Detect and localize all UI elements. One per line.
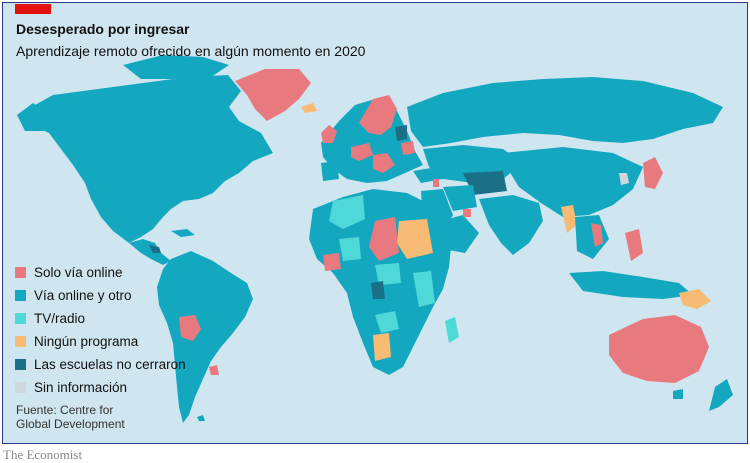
source-note: Fuente: Centre for Global Development <box>16 403 156 431</box>
greenland <box>235 69 311 121</box>
world-map <box>3 3 747 443</box>
indonesia <box>569 271 693 299</box>
central-africa-tv <box>375 263 401 285</box>
baffin-island <box>203 77 235 99</box>
balkans <box>373 153 395 173</box>
no-close-africa <box>371 281 385 299</box>
legend-swatch-schools-not-closed <box>15 359 26 370</box>
west-africa-tv <box>339 237 361 261</box>
legend-item: Sin información <box>15 376 186 399</box>
philippines <box>625 229 643 261</box>
legend-label: TV/radio <box>34 311 86 326</box>
iran <box>443 185 477 211</box>
chart-subtitle: Aprendizaje remoto ofrecido en algún mom… <box>16 43 366 59</box>
legend-label: Sin información <box>34 380 128 395</box>
north-america <box>17 75 273 243</box>
legend-swatch-online-and-other <box>15 290 26 301</box>
legend-item: TV/radio <box>15 307 186 330</box>
sudan <box>397 219 433 259</box>
central-europe <box>351 143 373 161</box>
legend-swatch-tv-radio <box>15 313 26 324</box>
australia <box>609 315 709 383</box>
tasmania <box>673 389 683 399</box>
papua <box>679 289 711 309</box>
vietnam <box>591 223 603 247</box>
uruguay <box>209 365 219 375</box>
south-asia <box>479 195 543 255</box>
korea-japan-gray <box>619 173 629 185</box>
legend: Solo vía online Vía online y otro TV/rad… <box>15 261 186 399</box>
uk-ireland <box>321 125 337 143</box>
west-africa <box>323 253 341 271</box>
legend-swatch-no-info <box>15 382 26 393</box>
legend-label: Vía online y otro <box>34 288 132 303</box>
legend-item: Vía online y otro <box>15 284 186 307</box>
kazakh-region <box>463 171 507 195</box>
legend-label: Solo vía online <box>34 265 123 280</box>
libya <box>369 217 399 261</box>
bolivia <box>179 315 201 341</box>
alaska <box>17 103 49 131</box>
russia <box>407 77 723 147</box>
map-frame: Desesperado por ingresar Aprendizaje rem… <box>2 2 748 444</box>
caribbean <box>171 229 195 237</box>
myanmar <box>561 205 577 233</box>
france <box>333 147 353 167</box>
central-america <box>129 239 171 265</box>
madagascar <box>445 317 459 343</box>
legend-item: Ningún programa <box>15 330 186 353</box>
brand-logo: The Economist <box>3 447 83 462</box>
source-line-2: Global Development <box>16 417 125 431</box>
legend-swatch-online-only <box>15 267 26 278</box>
belarus <box>401 141 415 155</box>
central-america-red <box>149 245 161 253</box>
gulf-spot <box>463 209 471 217</box>
chart-title: Desesperado por ingresar <box>16 21 190 37</box>
south-america <box>157 251 253 423</box>
japan <box>643 157 663 189</box>
brand-red-tag <box>15 4 51 14</box>
legend-label: Ningún programa <box>34 334 139 349</box>
iceland <box>301 103 317 113</box>
legend-item: Solo vía online <box>15 261 186 284</box>
falklands <box>197 415 205 421</box>
china <box>503 147 643 217</box>
baltics <box>395 125 407 141</box>
southern-africa-tv <box>375 311 399 333</box>
source-line-1: Fuente: Centre for <box>16 403 114 417</box>
arctic-islands <box>123 55 229 79</box>
angola-orange <box>373 333 391 361</box>
iberia <box>321 161 339 181</box>
east-africa-tv <box>413 271 435 307</box>
legend-swatch-no-program <box>15 336 26 347</box>
north-africa-tv <box>329 195 365 229</box>
georgia-spot <box>433 179 439 187</box>
legend-item: Las escuelas no cerraron <box>15 353 186 376</box>
legend-label: Las escuelas no cerraron <box>34 357 186 372</box>
new-zealand <box>709 379 733 411</box>
scandinavia <box>359 95 397 135</box>
